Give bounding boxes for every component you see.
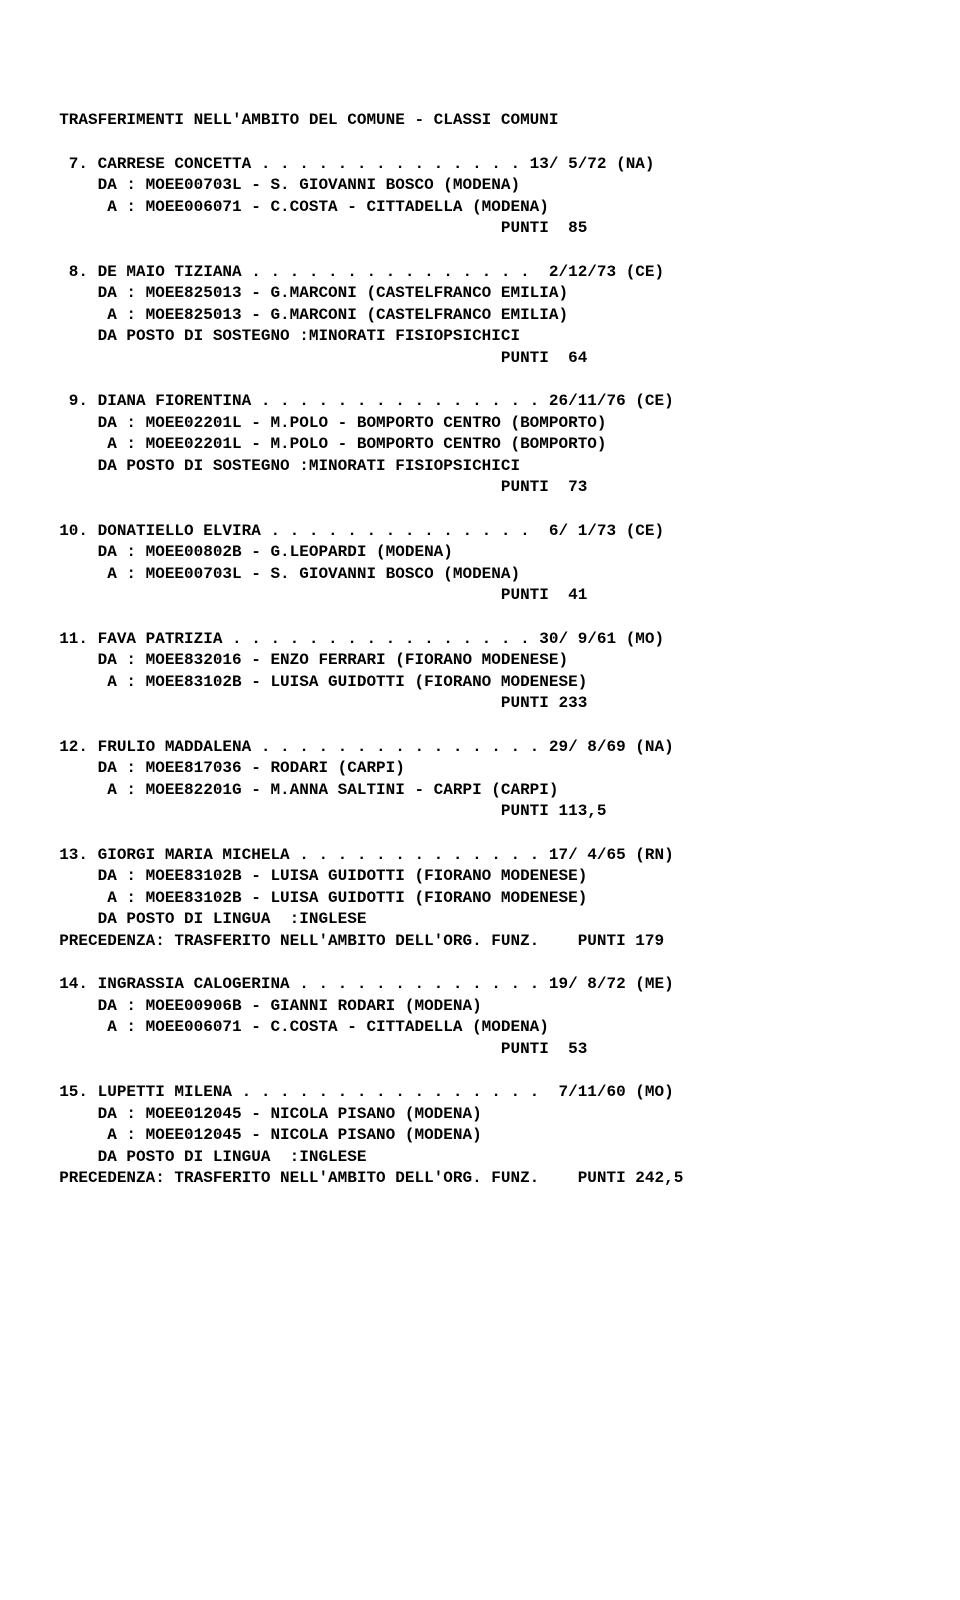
document-root: TRASFERIMENTI NELL'AMBITO DEL COMUNE - C… [40,110,920,1190]
